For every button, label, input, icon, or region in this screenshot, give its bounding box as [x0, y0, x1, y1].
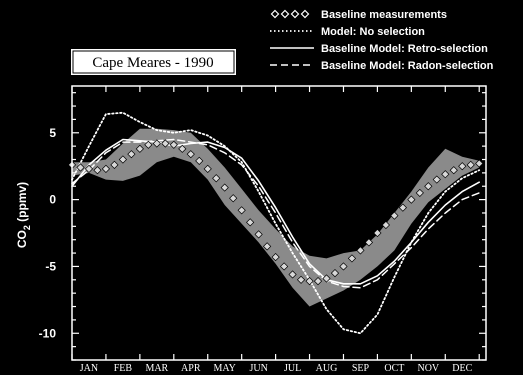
baseline-point — [186, 150, 195, 159]
baseline-point — [356, 246, 365, 255]
baseline-point — [220, 183, 229, 192]
baseline-point — [441, 170, 450, 179]
legend-marker-baseline — [270, 9, 280, 19]
legend-label-2: Baseline Model: Retro-selection — [321, 43, 488, 55]
x-tick-label: JUN — [249, 363, 267, 374]
baseline-point — [339, 262, 348, 271]
chart-title: Cape Meares - 1990 — [92, 55, 213, 71]
series-line-3 — [71, 138, 480, 289]
baseline-point — [373, 228, 382, 238]
baseline-point — [263, 242, 272, 251]
x-tick-label: OCT — [384, 363, 404, 374]
plot-frame — [71, 85, 487, 361]
baseline-point — [271, 252, 280, 262]
legend-label-1: Model: No selection — [321, 26, 425, 38]
baseline-point — [424, 182, 433, 191]
legend-label-0: Baseline measurements — [321, 9, 447, 21]
title-box: Cape Meares - 1990 — [69, 47, 238, 77]
baseline-point — [432, 175, 441, 184]
series-line-1 — [71, 111, 481, 335]
y-tick-label: -10 — [39, 326, 57, 340]
baseline-point — [330, 269, 340, 278]
baseline-point — [466, 160, 475, 169]
baseline-point — [237, 206, 246, 215]
baseline-point — [101, 164, 111, 173]
x-tick-label: MAY — [213, 363, 235, 374]
baseline-point — [144, 140, 153, 149]
y-axis-label-subscript: 2 — [22, 225, 32, 230]
baseline-point — [135, 144, 144, 153]
y-tick-label: 0 — [49, 193, 56, 207]
baseline-point — [458, 162, 467, 171]
baseline-point — [127, 150, 136, 159]
baseline-point — [229, 194, 238, 203]
baseline-point — [449, 166, 458, 175]
baseline-point — [288, 270, 297, 279]
x-tick-label: NOV — [417, 363, 439, 374]
y-axis-label: CO2 (ppmv) — [15, 182, 32, 248]
baseline-point — [313, 277, 323, 286]
baseline-point — [381, 220, 390, 230]
title-box-border — [69, 47, 238, 77]
baseline-point — [407, 195, 416, 204]
baseline-point — [254, 230, 263, 239]
x-tick-label: SEP — [352, 363, 370, 374]
baseline-point — [279, 262, 289, 271]
x-tick-label: JUL — [284, 363, 301, 374]
legend-marker-baseline — [280, 9, 290, 19]
baseline-point — [169, 140, 178, 149]
series-line-2 — [71, 138, 480, 285]
baseline-point — [364, 238, 374, 247]
baseline-point — [93, 166, 102, 175]
y-axis-label-prefix: CO — [15, 230, 29, 248]
title-box-inner-border — [72, 50, 235, 74]
legend: Baseline measurements Model: No selection… — [270, 9, 494, 72]
baseline-point — [195, 156, 204, 165]
x-tick-label: FEB — [114, 363, 133, 374]
x-tick-label: JAN — [80, 363, 98, 374]
variability-band — [72, 128, 480, 307]
x-tick-label: APR — [181, 363, 201, 374]
legend-label-3: Baseline Model: Radon-selection — [321, 60, 494, 72]
baseline-point — [84, 164, 94, 173]
baseline-point — [322, 274, 331, 283]
x-tick-label: DEC — [452, 363, 472, 374]
baseline-point — [76, 163, 85, 172]
baseline-point — [305, 277, 314, 286]
baseline-point — [178, 144, 187, 153]
y-tick-label: 5 — [49, 126, 56, 140]
axes: 5 0 -5 -10 JAN FEB MAR APR MAY JUN JUL AUG SEP OCT NOV… — [15, 85, 487, 374]
baseline-point — [152, 139, 161, 148]
baseline-point — [118, 155, 127, 164]
y-axis-label-units: (ppmv) — [15, 182, 29, 225]
baseline-point — [415, 188, 424, 198]
baseline-point — [203, 164, 212, 173]
baseline-point — [390, 211, 399, 220]
baseline-point — [398, 203, 407, 212]
baseline-point — [347, 254, 357, 263]
legend-marker-baseline — [300, 9, 310, 19]
baseline-point — [110, 160, 119, 169]
x-tick-label: MAR — [145, 363, 168, 374]
legend-marker-baseline — [290, 9, 300, 19]
baseline-point — [296, 275, 306, 284]
baseline-point — [475, 159, 484, 168]
baseline-point — [212, 174, 221, 183]
baseline-point — [161, 139, 170, 148]
y-tick-label: -5 — [45, 259, 56, 273]
x-tick-label: AUG — [316, 363, 338, 374]
baseline-point — [246, 218, 255, 227]
plot-area — [67, 111, 484, 335]
